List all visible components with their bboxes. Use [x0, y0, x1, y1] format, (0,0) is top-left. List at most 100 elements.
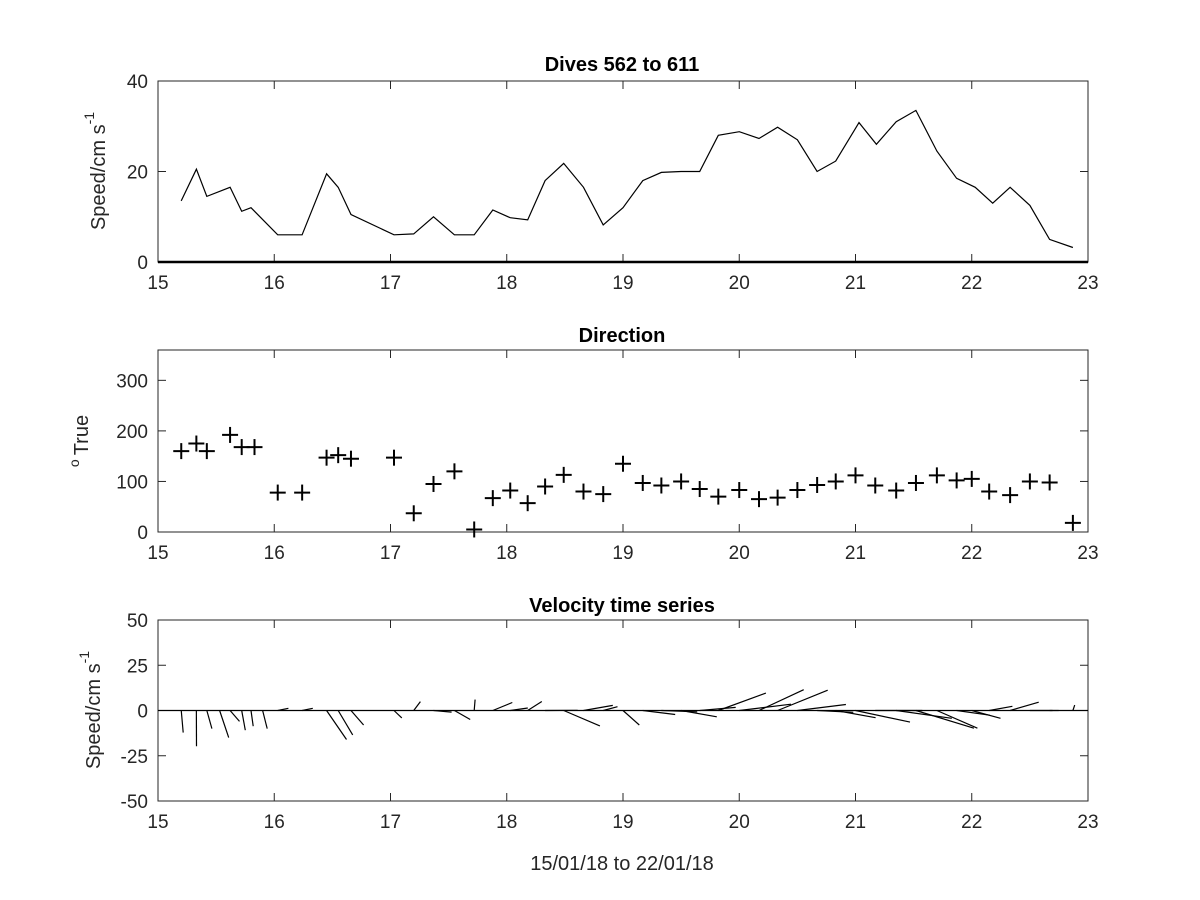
y-axis-label: Speed/cm s-1 — [76, 651, 105, 769]
velocity-stick — [337, 710, 354, 736]
direction-point — [789, 482, 806, 499]
x-tick-label: 15 — [147, 812, 168, 833]
velocity-stick — [1009, 701, 1039, 712]
y-tick-label: 300 — [116, 371, 148, 392]
velocity-stick — [915, 709, 975, 729]
y-tick-label: 100 — [116, 472, 148, 493]
direction-point — [948, 472, 965, 489]
velocity-stick — [758, 689, 804, 712]
direction-point — [1041, 474, 1058, 491]
direction-point — [246, 439, 263, 456]
velocity-stick — [622, 710, 640, 726]
x-tick-label: 15 — [147, 543, 168, 564]
direction-point — [710, 488, 727, 505]
y-tick-label: 40 — [127, 72, 148, 93]
velocity-stick — [563, 709, 601, 727]
velocity-stick — [896, 709, 952, 719]
velocity-stick — [180, 710, 184, 733]
y-tick-label: 0 — [137, 523, 148, 544]
direction-point — [385, 449, 402, 466]
direction-point — [615, 455, 631, 472]
velocity-stick — [989, 705, 1013, 712]
direction-point — [595, 486, 612, 503]
y-tick-label: 20 — [127, 163, 148, 184]
y-tick-label: 25 — [127, 656, 148, 677]
direction-point — [1002, 487, 1019, 504]
x-tick-label: 23 — [1077, 543, 1098, 564]
direction-point — [269, 484, 286, 501]
velocity-stick — [527, 700, 543, 712]
velocity-stick — [219, 710, 230, 738]
velocity-stick — [1072, 704, 1076, 711]
plot-area — [158, 109, 1088, 264]
velocity-stick — [393, 710, 403, 719]
velocity-stick — [642, 709, 676, 716]
x-tick-label: 19 — [612, 812, 633, 833]
direction-point — [691, 481, 708, 498]
x-tick-label: 21 — [845, 812, 866, 833]
velocity-stick — [229, 710, 240, 722]
direction-point — [425, 475, 442, 492]
velocity-stick — [681, 709, 717, 718]
y-tick-label: -50 — [121, 792, 148, 813]
direction-point — [198, 443, 215, 460]
velocity-stick — [718, 692, 767, 712]
y-tick-label: 0 — [137, 702, 148, 723]
velocity-stick — [326, 710, 347, 740]
direction-point — [963, 470, 980, 487]
x-tick-label: 21 — [845, 273, 866, 294]
direction-point — [405, 505, 422, 522]
y-axis-label: oTrue — [66, 415, 93, 467]
velocity-stick — [262, 710, 268, 729]
velocity-stick — [510, 707, 528, 712]
direction-point — [888, 482, 905, 499]
direction-point — [981, 483, 998, 500]
x-tick-label: 19 — [612, 273, 633, 294]
velocity-stick — [971, 709, 1001, 719]
direction-point — [188, 435, 205, 452]
x-tick-label: 22 — [961, 543, 982, 564]
direction-point — [928, 467, 945, 484]
x-tick-label: 22 — [961, 273, 982, 294]
velocity-stick — [797, 703, 846, 712]
velocity-stick — [454, 709, 471, 721]
direction-point — [446, 463, 463, 480]
direction-point — [466, 521, 483, 538]
velocity-panel: Velocity time series Speed/cm s-1 15/01/… — [76, 595, 1099, 875]
tick-layer: 15 16 17 18 19 20 21 22 23 0 100 200 300 — [116, 350, 1099, 564]
x-tick-label: 17 — [380, 543, 401, 564]
direction-point — [173, 443, 190, 460]
velocity-stick — [250, 710, 254, 727]
y-tick-label: 200 — [116, 422, 148, 443]
direction-point — [294, 484, 311, 501]
y-tick-label: 50 — [127, 611, 148, 632]
x-tick-label: 17 — [380, 273, 401, 294]
speed-panel: Dives 562 to 611 Speed/cm s-1 15 16 17 18 19… — [81, 54, 1099, 294]
chart-title: Dives 562 to 611 — [545, 54, 700, 76]
x-tick-label: 21 — [845, 543, 866, 564]
x-tick-label: 16 — [264, 543, 285, 564]
x-tick-label: 18 — [496, 543, 517, 564]
velocity-stick — [777, 689, 828, 712]
velocity-stick — [413, 701, 421, 711]
speed-series-line — [180, 109, 1074, 249]
direction-point — [907, 474, 924, 491]
y-axis-label: Speed/cm s-1 — [81, 112, 110, 230]
direction-point — [318, 449, 335, 466]
direction-point — [653, 477, 670, 494]
x-tick-label: 19 — [612, 543, 633, 564]
velocity-stick — [433, 709, 452, 713]
x-tick-label: 18 — [496, 273, 517, 294]
chart-title: Velocity time series — [529, 595, 715, 617]
velocity-stick — [661, 709, 698, 713]
plot-area — [158, 689, 1088, 747]
velocity-stick — [206, 710, 213, 729]
direction-point — [673, 473, 690, 490]
direction-point — [537, 478, 554, 495]
direction-point — [634, 474, 651, 491]
y-tick-label: 0 — [137, 253, 148, 274]
x-tick-label: 20 — [729, 543, 750, 564]
direction-point — [751, 491, 768, 508]
direction-point — [769, 489, 786, 506]
velocity-stick — [350, 710, 365, 726]
